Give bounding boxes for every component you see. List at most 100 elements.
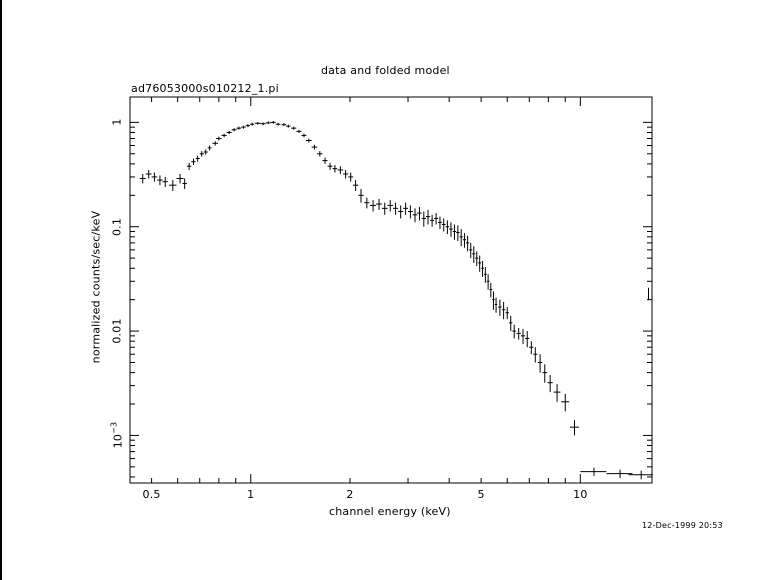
- data-point: [494, 297, 498, 313]
- data-point: [412, 208, 418, 223]
- data-point: [186, 162, 192, 170]
- data-point: [456, 225, 460, 241]
- data-point: [472, 246, 476, 263]
- data-point: [542, 364, 547, 383]
- data-point: [525, 331, 530, 348]
- data-point: [199, 151, 204, 157]
- data-point: [475, 251, 479, 267]
- data-point: [569, 420, 579, 436]
- data-point: [421, 211, 426, 227]
- y-tick-label-exponent: −3: [109, 422, 119, 435]
- data-point: [352, 180, 359, 191]
- data-point: [512, 324, 517, 339]
- data-point: [343, 169, 349, 179]
- data-point: [337, 166, 344, 175]
- data-point: [449, 222, 453, 237]
- data-point: [265, 121, 271, 125]
- data-point: [403, 202, 409, 215]
- data-point: [182, 178, 187, 189]
- data-point: [547, 374, 553, 393]
- data-point: [260, 122, 266, 126]
- data-point: [537, 354, 543, 373]
- chart-subtitle: ad76053000s010212_1.pi: [131, 82, 279, 95]
- data-point: [489, 282, 493, 298]
- data-point: [305, 138, 312, 143]
- data-point: [216, 136, 222, 141]
- data-point: [203, 149, 208, 155]
- data-point: [492, 291, 495, 310]
- data-point: [255, 121, 261, 125]
- data-point: [445, 220, 450, 235]
- data-point: [505, 307, 509, 320]
- data-point: [191, 158, 196, 166]
- data-point: [628, 470, 653, 480]
- y-tick-label: 0.01: [111, 318, 124, 343]
- data-point: [231, 128, 237, 132]
- data-point: [291, 126, 297, 130]
- data-point: [157, 175, 163, 186]
- x-tick-label: 1: [247, 488, 255, 501]
- data-point: [392, 202, 399, 215]
- data-point: [275, 122, 281, 126]
- data-point: [533, 347, 538, 363]
- data-point: [441, 218, 446, 232]
- y-tick-label: 0.1: [111, 218, 124, 236]
- data-point: [301, 133, 307, 138]
- data-point: [176, 174, 184, 184]
- data-point: [417, 206, 422, 221]
- data-point: [162, 176, 168, 188]
- data-point: [459, 229, 463, 247]
- data-point: [270, 121, 276, 124]
- data-point: [212, 141, 218, 146]
- data-point: [226, 130, 232, 135]
- y-tick-label-text: 0.1: [110, 217, 124, 236]
- y-tick-label-text: 10: [111, 434, 125, 449]
- data-point: [322, 157, 328, 164]
- chart-title: data and folded model: [321, 64, 450, 77]
- x-tick-label: 5: [477, 488, 485, 501]
- data-point: [561, 393, 570, 412]
- data-point: [529, 341, 534, 355]
- data-point: [452, 224, 457, 240]
- data-point: [221, 133, 227, 138]
- data-point: [250, 122, 255, 126]
- data-point: [169, 180, 177, 191]
- data-point: [398, 205, 404, 219]
- data-point: [462, 233, 467, 248]
- data-point: [516, 328, 521, 340]
- y-tick-label-text: 1: [110, 118, 124, 126]
- data-point: [151, 172, 158, 182]
- data-point: [286, 124, 291, 128]
- data-point: [364, 197, 370, 209]
- data-point: [501, 301, 506, 320]
- data-point: [483, 267, 487, 283]
- data-point: [509, 315, 513, 332]
- data-point: [207, 145, 212, 151]
- data-point: [311, 144, 318, 150]
- axis-ticks: [130, 97, 652, 483]
- data-point: [369, 200, 377, 212]
- data-point: [478, 255, 482, 272]
- data-point: [327, 162, 333, 170]
- data-point: [580, 467, 607, 476]
- data-point: [317, 151, 323, 157]
- data-point: [358, 188, 364, 203]
- data-point: [139, 174, 146, 184]
- data-point: [520, 328, 526, 345]
- data-point: [425, 209, 431, 225]
- x-axis-label: channel energy (keV): [329, 505, 451, 518]
- data-marks: [139, 121, 653, 480]
- y-tick-label: 1: [111, 119, 124, 126]
- data-point: [434, 213, 439, 225]
- data-point: [387, 200, 393, 212]
- data-point: [469, 242, 473, 259]
- y-axis-label: normalized counts/sec/keV: [89, 210, 103, 364]
- x-tick-label: 10: [573, 488, 588, 501]
- y-tick-label-text: 0.01: [110, 318, 124, 344]
- window-left-edge: [0, 0, 2, 580]
- data-point: [498, 299, 502, 316]
- data-point: [486, 274, 490, 290]
- data-point: [281, 123, 287, 127]
- data-point: [236, 126, 242, 130]
